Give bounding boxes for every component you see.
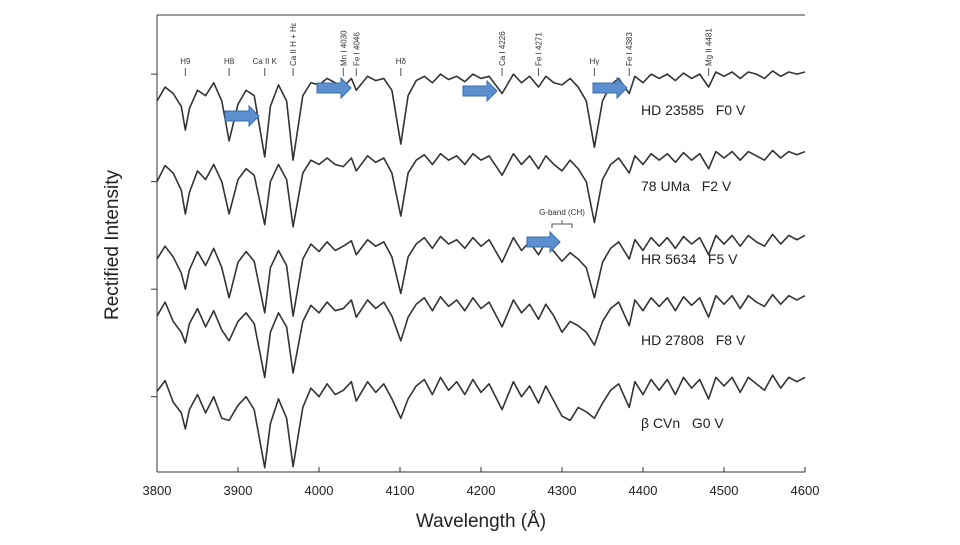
x-tick-label: 4500 [710, 483, 739, 498]
x-tick-label: 4200 [467, 483, 496, 498]
arrow [592, 76, 628, 100]
legend-label: HD 23585 F0 V [641, 102, 746, 118]
line-label: Fe I 4383 [625, 32, 634, 66]
band-label: G-band (CH) [539, 208, 585, 217]
spectrum-line [156, 374, 806, 469]
line-label: Mg II 4481 [705, 28, 714, 66]
line-label: Fe I 4046 [352, 32, 361, 66]
x-tick-label: 4300 [548, 483, 577, 498]
line-label: H9 [180, 57, 191, 66]
x-tick-label: 4400 [629, 483, 658, 498]
arrow [462, 79, 498, 103]
legend-label: β CVn G0 V [641, 415, 724, 431]
spectrum-line [156, 293, 806, 379]
legend-label: HR 5634 F5 V [641, 251, 738, 267]
line-label: Hδ [396, 57, 407, 66]
spectrum-line [156, 233, 806, 317]
x-tick-label: 4100 [386, 483, 415, 498]
line-label: Mn I 4030 [339, 30, 348, 66]
arrow [316, 76, 352, 100]
arrows [224, 76, 628, 254]
y-axis-label: Rectified Intensity [102, 170, 123, 320]
band-bracket [551, 220, 573, 228]
line-label: Ca II K [253, 57, 278, 66]
line-label: Ca I 4226 [498, 31, 507, 66]
line-label: H8 [224, 57, 235, 66]
line-label: Fe I 4271 [535, 32, 544, 66]
spectrum-line [156, 149, 806, 228]
plot-area: 3800 3900 4000 4100 4200 4300 4400 4500 4600 HD 2… [143, 14, 820, 498]
legend-label: 78 UMa F2 V [641, 178, 732, 194]
x-axis-label: Wavelength (Å) [416, 511, 546, 532]
x-tick-label: 4600 [791, 483, 820, 498]
arrow [526, 230, 561, 254]
legend-label: HD 27808 F8 V [641, 332, 746, 348]
line-label: Hγ [590, 57, 600, 66]
x-tick-label: 3800 [143, 483, 172, 498]
line-label: Ca II H + Hε [289, 22, 298, 66]
arrow [224, 104, 260, 128]
x-tick-label: 4000 [305, 483, 334, 498]
x-tick-label: 3900 [224, 483, 253, 498]
